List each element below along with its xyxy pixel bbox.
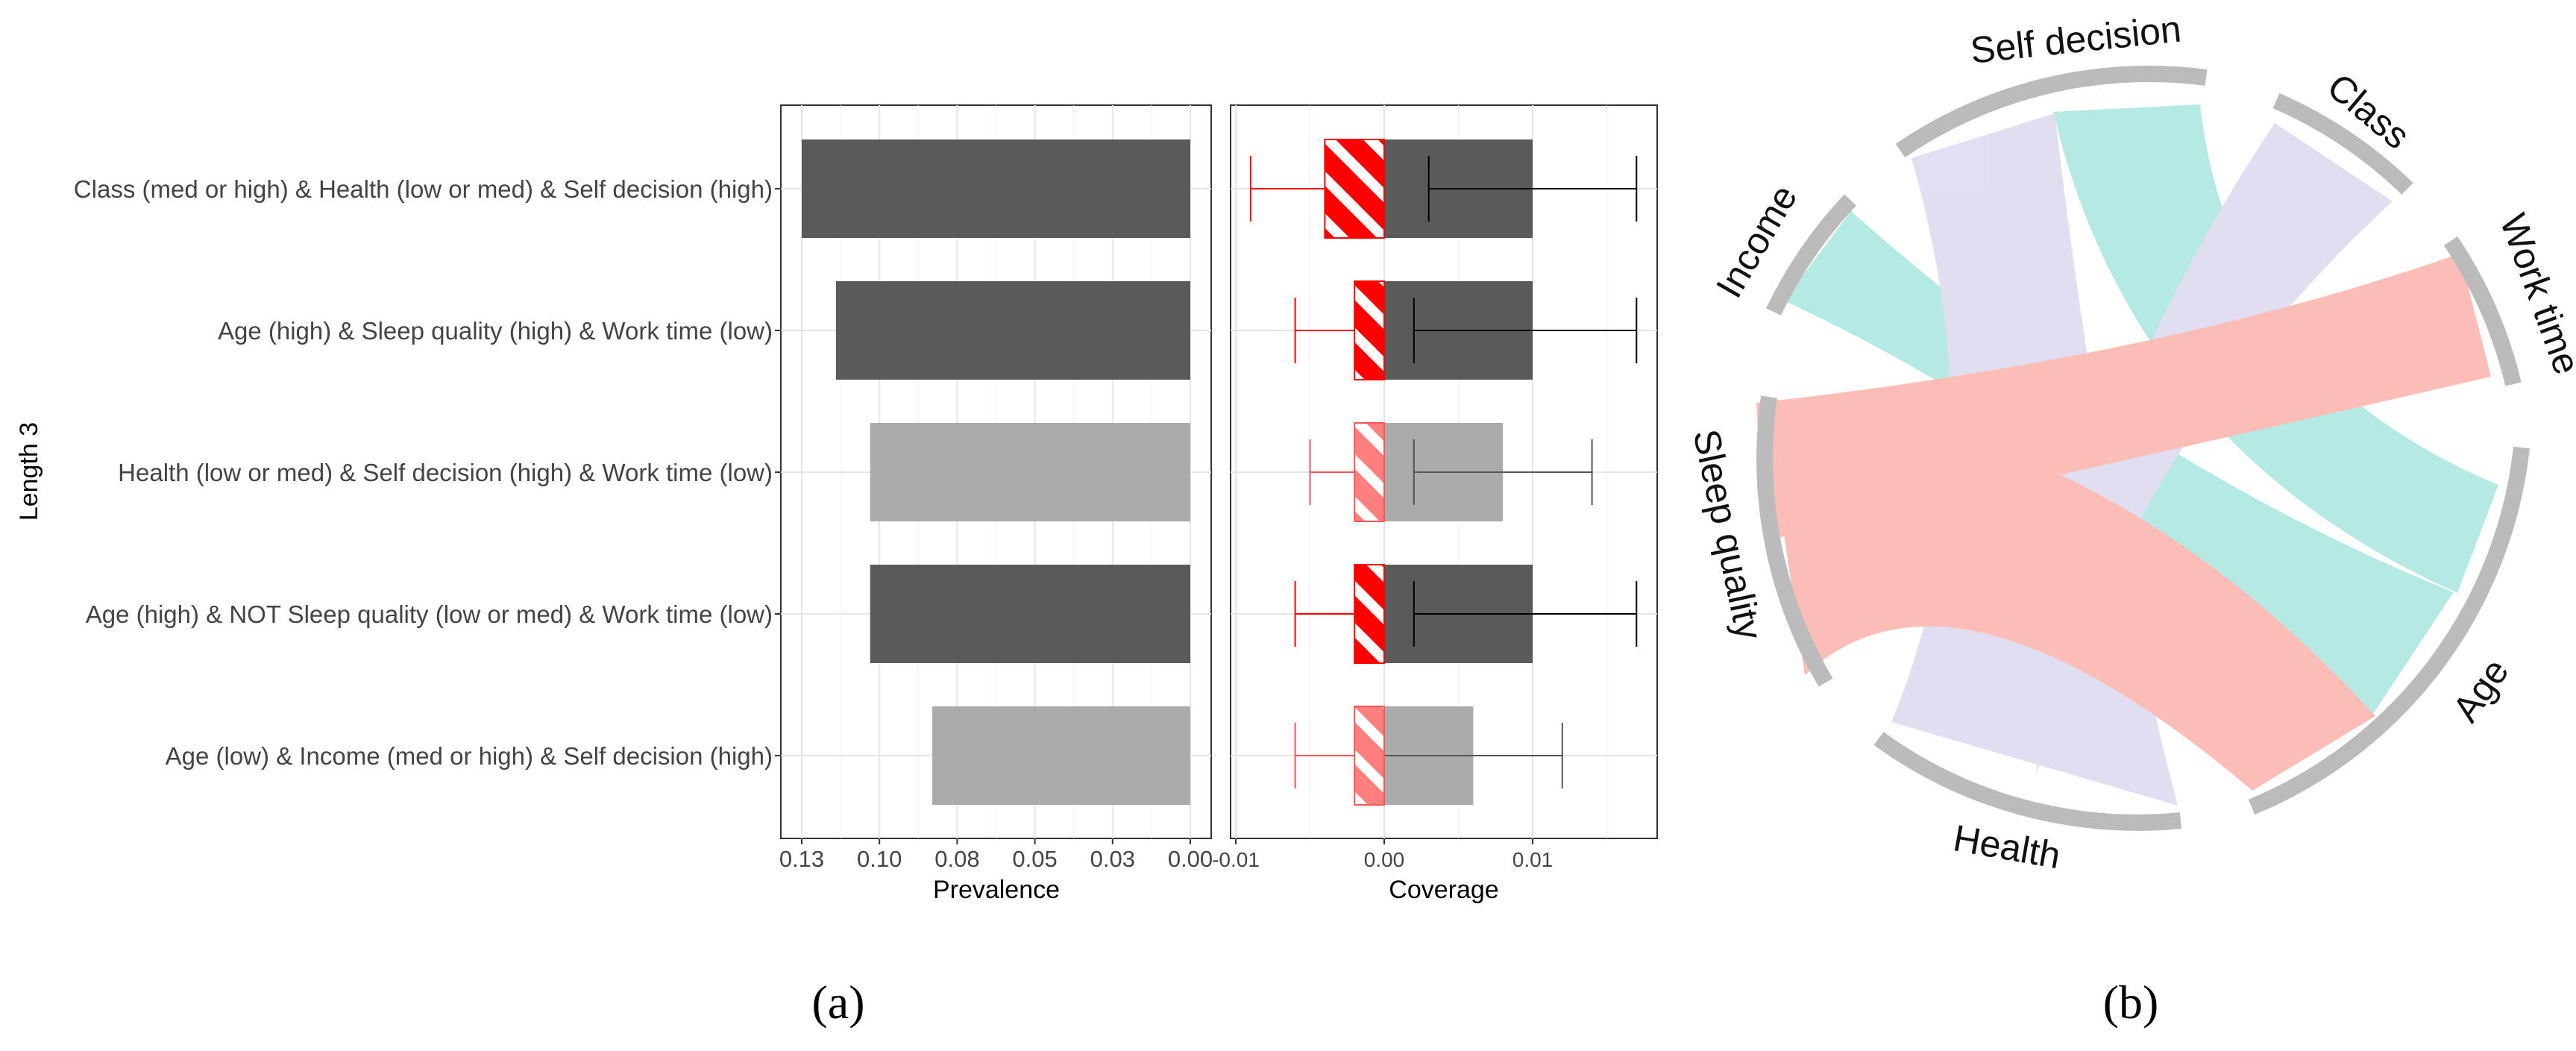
coverage-x-ticks: -0.01 0.00 0.01: [1212, 838, 1553, 871]
category-labels: Class (med or high) & Health (low or med…: [74, 175, 781, 770]
chord-label-class: Class: [2319, 65, 2418, 157]
group-label: Length 3: [15, 422, 43, 521]
arc-age: [2248, 446, 2530, 815]
coverage-bar-negative: [1354, 564, 1385, 664]
prevalence-x-tick-label: 0.03: [1090, 846, 1135, 872]
prevalence-x-tick-label: 0.08: [934, 846, 979, 872]
coverage-bar-negative: [1354, 706, 1385, 806]
arc-sleep-quality: [1756, 395, 1833, 687]
arc-health: [1873, 732, 2182, 831]
prevalence-bar: [802, 139, 1190, 238]
chord-label-self-decision: Self decision: [1968, 7, 2183, 71]
category-label: Class (med or high) & Health (low or med…: [74, 175, 773, 203]
prevalence-x-tick-label: 0.10: [857, 846, 902, 872]
prevalence-bar: [932, 706, 1190, 805]
coverage-x-tick-label: 0.00: [1364, 848, 1405, 871]
arc-self-decision: [1895, 66, 2208, 158]
category-label: Age (high) & NOT Sleep quality (low or m…: [86, 600, 773, 628]
coverage-bar-negative: [1354, 422, 1385, 522]
prevalence-bar: [835, 281, 1190, 380]
prevalence-x-axis-label: Prevalence: [933, 876, 1060, 904]
prevalence-x-tick-label: 0.00: [1168, 846, 1213, 872]
coverage-x-tick-label: -0.01: [1212, 848, 1260, 871]
chord-link-sleepquality-age: [1764, 399, 2375, 791]
coverage-chart: -0.01 0.00 0.01 Coverage: [1212, 104, 1658, 904]
arc-class: [2272, 92, 2413, 195]
coverage-x-tick-label: 0.01: [1512, 848, 1554, 871]
coverage-bars: [1249, 139, 1638, 806]
panel-label-a: (a): [811, 976, 864, 1029]
arc-income: [1766, 194, 1857, 316]
prevalence-x-tick-label: 0.05: [1012, 846, 1057, 872]
coverage-x-axis-label: Coverage: [1389, 876, 1498, 904]
prevalence-x-ticks: 0.13 0.10 0.08 0.05 0.03 0.00: [779, 838, 1213, 872]
category-label: Age (low) & Income (med or high) & Self …: [166, 742, 773, 770]
chord-link-class-health: [2036, 123, 2393, 776]
chord-label-health: Health: [1950, 817, 2064, 876]
prevalence-bars: [802, 139, 1190, 805]
prevalence-bar: [870, 565, 1190, 663]
category-label: Age (high) & Sleep quality (high) & Work…: [218, 317, 773, 345]
prevalence-chart: Class (med or high) & Health (low or med…: [15, 104, 1213, 904]
chord-links: [1756, 104, 2498, 806]
coverage-bar-negative: [1354, 280, 1385, 380]
arc-work-time: [2443, 236, 2522, 386]
coverage-bar-negative: [1324, 139, 1386, 239]
prevalence-bar: [870, 423, 1190, 521]
panel-label-b: (b): [2103, 976, 2159, 1029]
chord-sector-arcs: [1756, 66, 2530, 831]
category-label: Health (low or med) & Self decision (hig…: [118, 459, 773, 486]
chord-label-age: Age: [2445, 651, 2517, 730]
prevalence-x-tick-label: 0.13: [779, 846, 824, 872]
